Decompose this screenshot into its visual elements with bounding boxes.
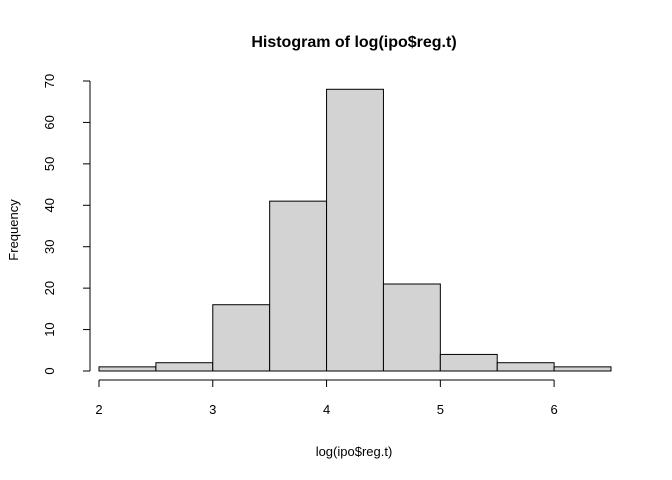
histogram-bar <box>212 304 271 372</box>
histogram-bar <box>496 362 555 372</box>
histogram-bar <box>553 366 612 372</box>
y-tick-label: 30 <box>42 239 57 253</box>
x-tick-label: 3 <box>209 402 216 417</box>
x-tick-label: 5 <box>437 402 444 417</box>
bars-group <box>98 88 612 372</box>
y-axis-label: Frequency <box>6 199 21 261</box>
x-axis-label: log(ipo$reg.t) <box>316 444 393 459</box>
y-tick-label: 10 <box>42 322 57 336</box>
histogram-bar <box>98 366 157 372</box>
y-tick-label: 50 <box>42 157 57 171</box>
x-axis: 2 3 4 5 6 <box>95 379 558 417</box>
histogram-bar <box>382 283 441 372</box>
histogram-bar <box>439 353 498 372</box>
histogram-bar <box>326 88 384 372</box>
x-tick-label: 4 <box>323 402 330 417</box>
y-tick-label: 20 <box>42 281 57 295</box>
x-tick-label: 6 <box>550 402 557 417</box>
histogram-bar <box>155 362 214 372</box>
y-tick-label: 0 <box>42 367 57 374</box>
y-tick-label: 60 <box>42 115 57 129</box>
y-tick-label: 40 <box>42 198 57 212</box>
y-tick-label: 70 <box>42 74 57 88</box>
histogram-bar <box>269 200 328 372</box>
x-tick-label: 2 <box>95 402 102 417</box>
chart-title: Histogram of log(ipo$reg.t) <box>251 34 456 51</box>
y-axis: 0 10 20 30 40 50 60 70 <box>42 74 91 375</box>
